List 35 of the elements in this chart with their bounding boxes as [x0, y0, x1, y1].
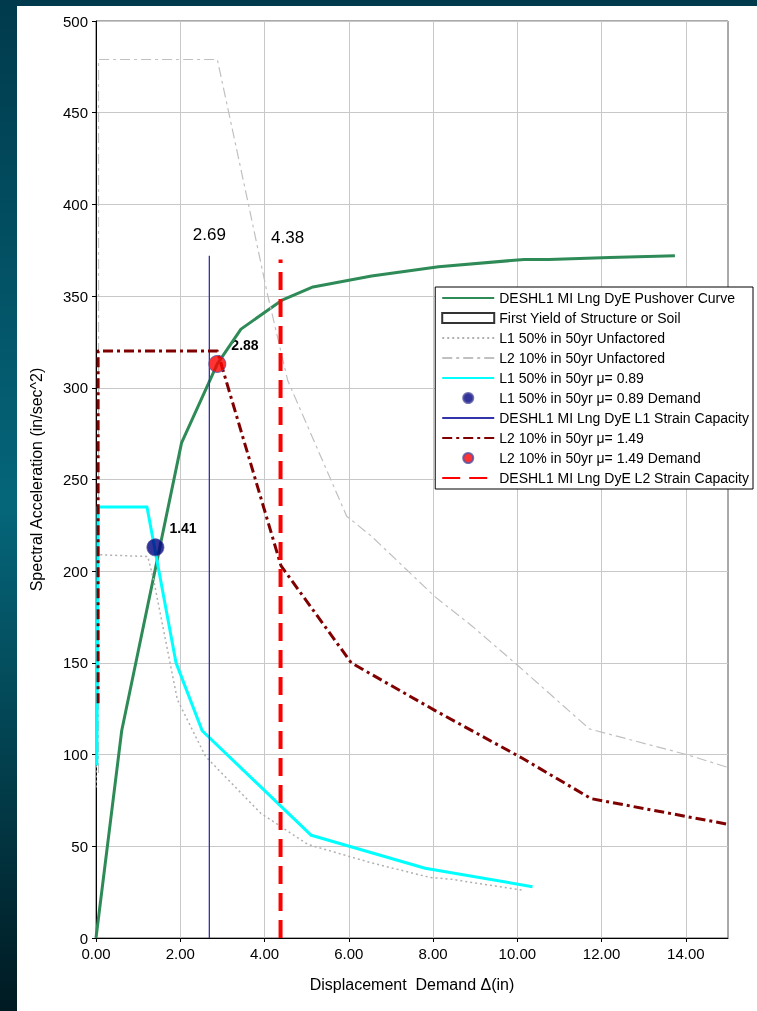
x-tick-label: 2.00: [165, 945, 195, 962]
x-tick-label: 6.00: [334, 945, 364, 962]
legend-label: First Yield of Structure or Soil: [499, 310, 681, 326]
legend-label: DESHL1 MI Lng DyE Pushover Curve: [499, 290, 736, 306]
legend-label: L2 10% in 50yr Unfactored: [499, 350, 665, 366]
y-tick-label: 150: [62, 654, 88, 672]
legend-label: L1 50% in 50yr μ= 0.89 Demand: [499, 390, 701, 406]
y-tick-label: 0: [79, 929, 88, 947]
legend-label: L1 50% in 50yr μ= 0.89: [499, 370, 645, 386]
y-tick-label: 200: [62, 562, 88, 580]
legend-label: L2 10% in 50yr μ= 1.49 Demand: [499, 450, 701, 466]
annotation: 2.88: [231, 336, 259, 353]
y-tick-label: 100: [62, 746, 88, 764]
y-tick-label: 50: [71, 837, 88, 855]
y-tick-label: 450: [62, 104, 88, 122]
y-tick-label: 400: [62, 195, 88, 213]
legend-label: L1 50% in 50yr Unfactored: [499, 330, 665, 346]
legend-label: L2 10% in 50yr μ= 1.49: [499, 430, 645, 446]
y-tick-label: 300: [62, 379, 88, 397]
x-tick-label: 4.00: [249, 945, 280, 962]
annotation: 1.41: [169, 520, 197, 537]
y-axis-title: Spectral Acceleration (in/sec^2): [27, 367, 45, 592]
annotation: 4.38: [271, 228, 305, 248]
legend-label: DESHL1 MI Lng DyE L2 Strain Capacity: [499, 470, 749, 486]
y-tick-label: 350: [62, 287, 88, 305]
x-tick-label: 0.00: [81, 945, 111, 962]
x-tick-label: 14.00: [667, 945, 705, 962]
y-tick-label: 250: [62, 471, 88, 488]
annotation: 2.69: [192, 224, 226, 244]
y-tick-label: 500: [62, 12, 88, 30]
x-tick-label: 12.00: [582, 945, 621, 962]
x-tick-label: 10.00: [498, 945, 537, 962]
legend-label: DESHL1 MI Lng DyE L1 Strain Capacity: [499, 410, 749, 426]
x-tick-label: 8.00: [418, 945, 448, 962]
x-axis-title: Displacement Demand Δ(in): [309, 975, 515, 993]
